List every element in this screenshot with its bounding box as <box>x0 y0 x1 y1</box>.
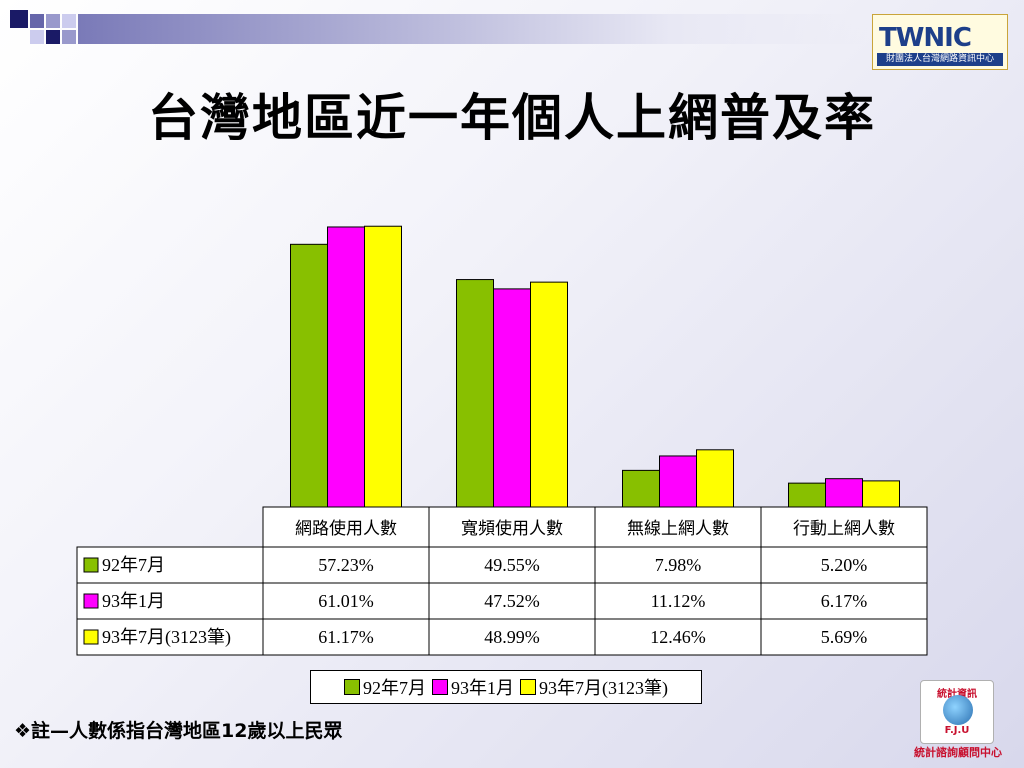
table-series-label-1: 92年7月 <box>102 555 165 575</box>
page-title: 台灣地區近一年個人上網普及率 <box>148 88 876 147</box>
legend-swatch-1 <box>344 679 360 695</box>
deco-square-6 <box>62 14 76 28</box>
bar-1-series-3 <box>364 225 402 508</box>
bar-4-series-1 <box>788 482 826 508</box>
twnic-logo-word: TWNIC <box>879 23 972 53</box>
legend-label-3: 93年7月(3123筆) <box>539 678 668 698</box>
table-value-2-2: 47.52% <box>484 591 540 611</box>
table-series-label-3: 93年7月(3123筆) <box>102 627 231 648</box>
deco-square-3 <box>46 14 60 28</box>
bar-3-series-1 <box>622 469 660 508</box>
table-series-label-2: 93年1月 <box>102 591 165 611</box>
table-legend-swatch-2 <box>83 593 99 609</box>
bar-2-series-1 <box>456 279 494 508</box>
table-legend-swatch-3 <box>83 629 99 645</box>
bar-3-series-2 <box>659 455 697 508</box>
table-value-1-4: 5.20% <box>821 555 868 575</box>
deco-square-1 <box>10 10 28 28</box>
table-legend-swatch-1 <box>83 557 99 573</box>
table-value-3-3: 12.46% <box>650 627 706 647</box>
bar-1-series-1 <box>290 243 328 508</box>
legend-label-2: 93年1月 <box>451 678 514 698</box>
legend-item-1: 92年7月 <box>344 674 426 700</box>
fju-logo-caption: 統計諮詢顧問中心 <box>914 746 1002 759</box>
table-value-2-1: 61.01% <box>318 591 374 611</box>
bar-4-series-3 <box>862 480 900 508</box>
legend-item-3: 93年7月(3123筆) <box>520 674 668 700</box>
legend-swatch-2 <box>432 679 448 695</box>
chart-legend: 92年7月 93年1月 93年7月(3123筆) <box>310 670 702 704</box>
legend-item-2: 93年1月 <box>432 674 514 700</box>
legend-label-1: 92年7月 <box>363 678 426 698</box>
bar-1-series-2 <box>327 226 365 508</box>
globe-icon <box>943 695 973 725</box>
category-label-1: 網路使用人數 <box>295 518 397 539</box>
footnote: ❖註—人數係指台灣地區12歲以上民眾 <box>14 720 343 742</box>
deco-square-4 <box>30 30 44 44</box>
fju-logo-top: 統計資訊 <box>921 685 993 700</box>
fju-logo-mid: F.J.U <box>944 725 970 736</box>
deco-gradient-bar <box>78 14 868 44</box>
deco-square-2 <box>30 14 44 28</box>
category-label-4: 行動上網人數 <box>793 519 895 539</box>
bar-3-series-3 <box>696 449 734 508</box>
table-value-1-2: 49.55% <box>484 555 540 575</box>
table-value-2-4: 6.17% <box>821 591 868 611</box>
table-value-2-3: 11.12% <box>651 591 706 611</box>
legend-swatch-3 <box>520 679 536 695</box>
table-value-1-3: 7.98% <box>655 555 702 575</box>
category-label-3: 無線上網人數 <box>627 519 729 539</box>
table-value-3-4: 5.69% <box>821 627 868 647</box>
table-value-3-2: 48.99% <box>484 627 540 647</box>
bar-2-series-3 <box>530 281 568 508</box>
category-label-2: 寬頻使用人數 <box>461 518 563 539</box>
deco-square-5 <box>46 30 60 44</box>
bar-2-series-2 <box>493 288 531 508</box>
bar-4-series-2 <box>825 478 863 508</box>
table-value-3-1: 61.17% <box>318 627 374 647</box>
table-body <box>76 546 928 656</box>
fju-logo: 統計資訊 F.J.U <box>920 680 994 744</box>
deco-square-7 <box>62 30 76 44</box>
twnic-logo-subtitle: 財團法人台灣網路資訊中心 <box>877 53 1003 66</box>
table-value-1-1: 57.23% <box>318 555 374 575</box>
twnic-logo: TWNIC 財團法人台灣網路資訊中心 <box>872 14 1008 70</box>
